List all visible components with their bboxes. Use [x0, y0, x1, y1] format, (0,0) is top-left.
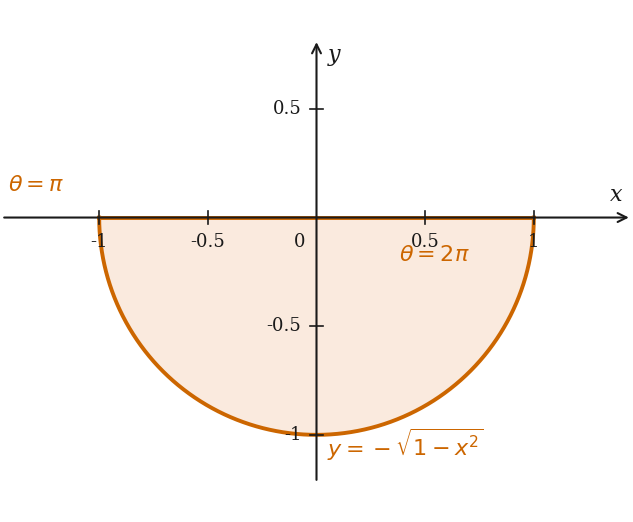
Text: -1: -1 [91, 233, 108, 251]
Text: $y = -\sqrt{1 - x^2}$: $y = -\sqrt{1 - x^2}$ [327, 426, 484, 462]
Text: 0: 0 [294, 233, 306, 251]
Text: 0.5: 0.5 [273, 100, 301, 118]
Text: -0.5: -0.5 [191, 233, 225, 251]
Text: -0.5: -0.5 [266, 317, 301, 335]
Text: x: x [610, 184, 623, 206]
Polygon shape [99, 218, 534, 435]
Text: y: y [327, 44, 340, 66]
Text: $\theta = \pi$: $\theta = \pi$ [8, 174, 65, 196]
Text: 0.5: 0.5 [411, 233, 439, 251]
Text: -1: -1 [284, 426, 301, 444]
Text: 1: 1 [528, 233, 539, 251]
Text: $\theta = 2\pi$: $\theta = 2\pi$ [399, 244, 470, 266]
